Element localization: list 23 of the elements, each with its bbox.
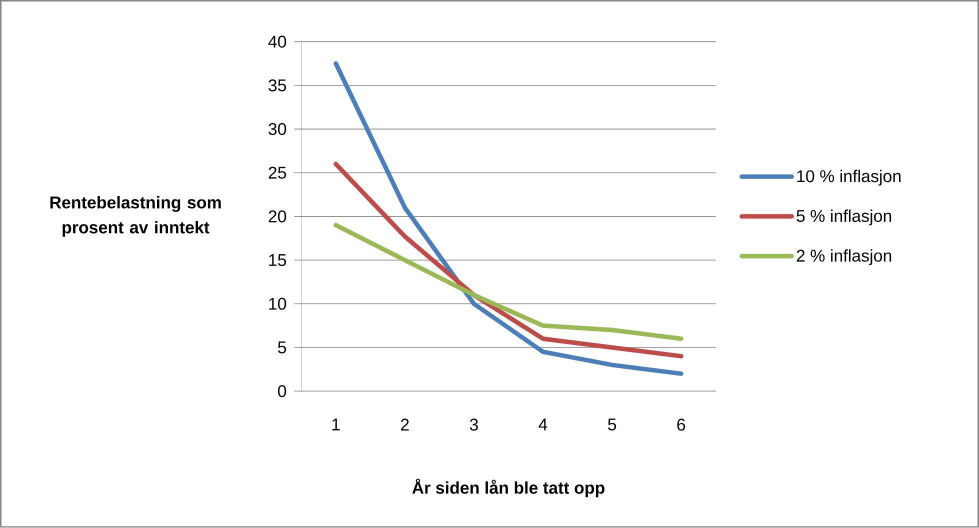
x-tick-label: 1	[332, 418, 340, 430]
x-tick-label: 5	[608, 418, 616, 431]
y-axis-title: Rentebelastning som prosent av inntekt	[50, 196, 221, 237]
x-tick-label: 4	[538, 418, 548, 430]
y-tick-label: 10	[269, 298, 286, 310]
x-tick-label: 3	[470, 418, 478, 431]
y-tick-label: 35	[268, 80, 286, 92]
legend-label: 10 % inflasjon	[797, 170, 901, 186]
legend-label: 5 % inflasjon	[796, 210, 892, 226]
y-tick-label: 40	[268, 36, 286, 48]
x-tick-label: 2	[401, 418, 409, 431]
y-tick-label: 5	[278, 342, 286, 354]
y-tick-label: 30	[268, 123, 286, 136]
x-tick-label: 6	[677, 418, 686, 431]
line-series	[334, 162, 684, 359]
y-tick-label: 0	[278, 385, 286, 398]
line-series	[334, 223, 684, 342]
y-tick-label: 15	[269, 254, 286, 266]
y-tick-label: 25	[268, 166, 286, 179]
legend-label: 2 % inflasjon	[796, 249, 892, 266]
line-series	[334, 61, 684, 376]
y-tick-label: 20	[268, 210, 286, 223]
x-axis-title: År siden lån ble tatt opp	[412, 478, 604, 498]
